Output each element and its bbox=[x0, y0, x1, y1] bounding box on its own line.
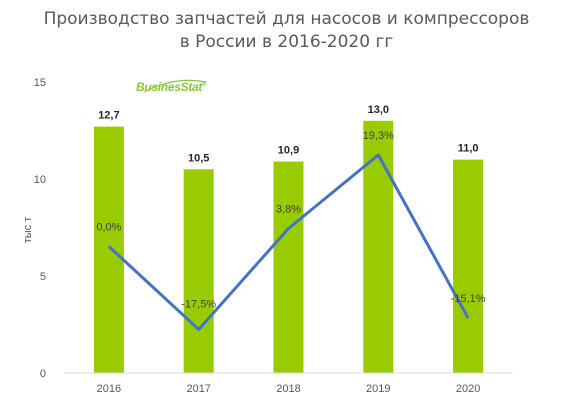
bar bbox=[363, 120, 394, 373]
x-tick-label: 2018 bbox=[276, 383, 300, 395]
line-value-label: -17,5% bbox=[181, 298, 216, 310]
logo-wordmark: BusinesStat bbox=[136, 80, 203, 94]
bar-value-label: 10,5 bbox=[188, 152, 209, 164]
y-tick-label: 10 bbox=[34, 174, 46, 186]
y-axis-title: тыс т bbox=[22, 217, 34, 244]
line-value-label: 19,3% bbox=[363, 130, 394, 142]
logo-text: BusinesStat® bbox=[136, 80, 206, 94]
chart-title-line1: Производство запчастей для насосов и ком… bbox=[43, 9, 530, 29]
x-tick-label: 2016 bbox=[97, 383, 121, 395]
growth-line bbox=[107, 153, 470, 331]
x-tick-label: 2017 bbox=[186, 383, 210, 395]
x-tick-label: 2019 bbox=[366, 383, 390, 395]
bar-value-label: 12,7 bbox=[98, 110, 119, 122]
bar-value-label: 10,9 bbox=[278, 145, 299, 157]
businesstat-logo: BusinesStat® bbox=[136, 78, 216, 100]
bar bbox=[93, 126, 124, 374]
bar-value-label: 11,0 bbox=[458, 143, 479, 155]
line-value-label: 0,0% bbox=[96, 222, 121, 234]
y-tick-label: 0 bbox=[40, 368, 46, 380]
y-tick-label: 15 bbox=[34, 77, 46, 89]
bar bbox=[183, 169, 214, 373]
x-tick-label: 2020 bbox=[456, 383, 480, 395]
line-value-label: -15,1% bbox=[451, 293, 486, 305]
chart-title-line2: в России в 2016-2020 гг bbox=[179, 32, 394, 52]
y-tick-label: 5 bbox=[40, 271, 46, 283]
bar-value-label: 13,0 bbox=[368, 104, 389, 116]
bar bbox=[453, 159, 484, 373]
bar bbox=[273, 161, 304, 373]
chart-title: Производство запчастей для насосов и ком… bbox=[0, 8, 573, 54]
logo-swoosh-icon bbox=[143, 79, 207, 93]
line-value-label: 3,8% bbox=[276, 203, 301, 215]
logo-registered-mark: ® bbox=[202, 82, 207, 88]
